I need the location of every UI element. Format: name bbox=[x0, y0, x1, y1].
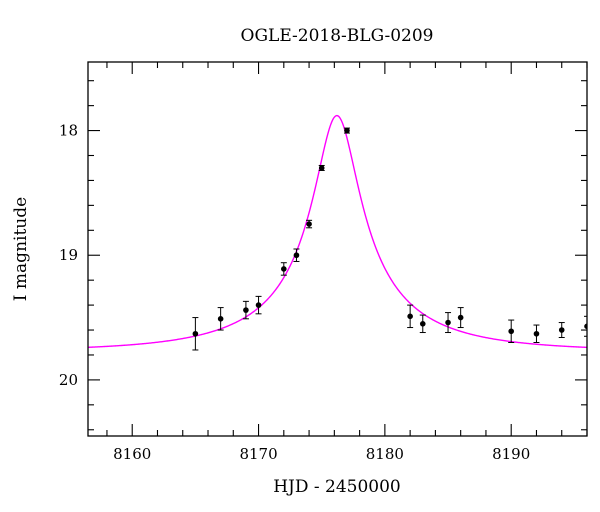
data-point bbox=[293, 248, 300, 262]
data-point bbox=[407, 304, 414, 329]
data-point bbox=[558, 322, 565, 339]
tick-labels: 8160 8170 8180 8190 18 19 20 bbox=[59, 122, 530, 463]
x-tick-label: 8190 bbox=[492, 445, 530, 463]
data-marker bbox=[558, 327, 565, 333]
data-marker bbox=[192, 330, 199, 337]
data-point bbox=[318, 164, 325, 171]
data-marker bbox=[293, 252, 300, 259]
data-marker bbox=[407, 313, 413, 320]
data-point bbox=[255, 295, 262, 315]
y-tick-label: 20 bbox=[59, 371, 78, 389]
y-tick-label: 19 bbox=[59, 246, 78, 264]
x-axis-label: HJD - 2450000 bbox=[273, 477, 401, 497]
x-tick-label: 8170 bbox=[239, 445, 277, 463]
axis-ticks bbox=[88, 62, 588, 436]
data-point bbox=[242, 300, 249, 320]
data-point bbox=[457, 307, 464, 329]
data-point bbox=[419, 314, 426, 334]
data-marker bbox=[318, 165, 325, 171]
data-point bbox=[192, 317, 199, 351]
data-points bbox=[192, 127, 587, 351]
data-marker bbox=[445, 319, 451, 326]
data-point bbox=[508, 319, 515, 343]
data-point bbox=[533, 324, 540, 343]
data-marker bbox=[508, 328, 515, 335]
data-point bbox=[306, 219, 313, 229]
data-marker bbox=[457, 314, 464, 321]
data-marker bbox=[281, 266, 287, 272]
data-point bbox=[343, 127, 350, 134]
data-marker bbox=[306, 221, 312, 227]
y-axis-label: I magnitude bbox=[11, 197, 31, 301]
data-point bbox=[445, 312, 452, 334]
data-marker bbox=[584, 323, 587, 330]
chart-title: OGLE-2018-BLG-0209 bbox=[241, 26, 434, 46]
data-point bbox=[584, 315, 587, 337]
data-marker bbox=[217, 316, 224, 322]
data-point bbox=[280, 262, 287, 276]
x-tick-label: 8160 bbox=[113, 445, 151, 463]
model-curve bbox=[88, 114, 587, 349]
x-tick-label: 8180 bbox=[366, 445, 404, 463]
data-marker bbox=[533, 330, 540, 337]
data-marker bbox=[243, 307, 249, 313]
data-marker bbox=[344, 127, 350, 134]
data-marker bbox=[419, 321, 426, 327]
data-marker bbox=[255, 302, 262, 308]
y-tick-label: 18 bbox=[59, 122, 78, 140]
plot-frame bbox=[87, 61, 588, 437]
data-point bbox=[217, 307, 224, 331]
